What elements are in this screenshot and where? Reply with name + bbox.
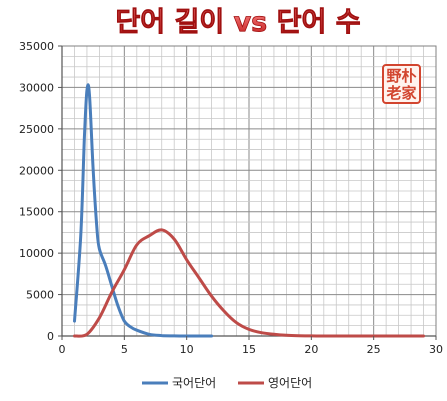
x-tick-label: 0 [59, 343, 66, 356]
y-tick-label: 20000 [19, 164, 54, 177]
x-tick-label: 25 [367, 343, 381, 356]
legend-label-english: 영어단어 [268, 376, 312, 390]
x-tick-label: 20 [304, 343, 318, 356]
chart-title: 단어 길이 vs 단어 수 [115, 7, 360, 38]
series-line-korean [73, 83, 214, 338]
y-tick-label: 35000 [19, 40, 54, 53]
y-tick-label: 30000 [19, 81, 54, 94]
y-tick-label: 10000 [19, 247, 54, 260]
x-tick-label: 5 [121, 343, 128, 356]
x-tick-label: 10 [180, 343, 194, 356]
y-tick-label: 25000 [19, 123, 54, 136]
legend-label-korean: 국어단어 [172, 376, 216, 390]
seal-line-2: 老家 [385, 84, 416, 102]
series-line-english [73, 228, 425, 338]
grid [62, 46, 436, 336]
seal-stamp: 野朴 老家 [382, 64, 421, 104]
series-lines [73, 83, 425, 338]
y-tick-label: 15000 [19, 206, 54, 219]
x-tick-label: 30 [429, 343, 443, 356]
seal-border [382, 64, 421, 104]
y-tick-label: 0 [47, 330, 54, 343]
seal-line-1: 野朴 [386, 67, 416, 85]
y-tick-label: 5000 [26, 289, 54, 302]
x-tick-label: 15 [242, 343, 256, 356]
tick-labels: 0 5 10 15 20 25 30 0 5000 10000 15000 20000 25000 300… [19, 40, 443, 356]
legend: 국어단어 영어단어 [142, 376, 312, 390]
